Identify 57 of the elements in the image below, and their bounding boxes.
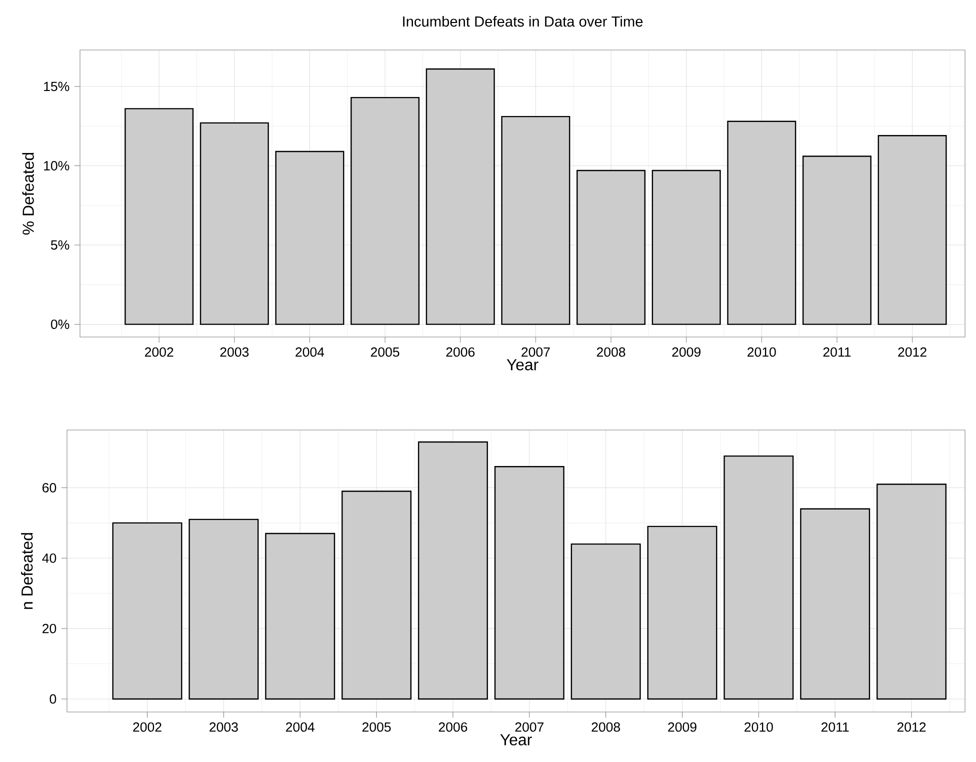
- y-tick-label: 20: [42, 624, 56, 634]
- y-tick-label: 10%: [44, 161, 70, 170]
- bar: [802, 156, 872, 325]
- x-tick-label: 2010: [748, 347, 776, 357]
- y-axis-title: n Defeated: [21, 533, 33, 609]
- y-tick-label: 0: [50, 694, 56, 704]
- x-tick-label: 2009: [668, 722, 696, 732]
- y-tick-label: 5%: [50, 240, 70, 250]
- x-tick-label: 2011: [821, 722, 849, 732]
- bar: [418, 441, 488, 700]
- x-tick-label: 2011: [823, 347, 851, 357]
- bar: [124, 108, 194, 325]
- y-tick-label: 60: [42, 483, 56, 492]
- x-tick-label: 2009: [672, 347, 700, 357]
- x-tick-label: 2010: [744, 722, 773, 732]
- bar: [494, 466, 564, 700]
- bar: [350, 96, 420, 325]
- bar: [501, 116, 570, 325]
- bar: [200, 122, 269, 325]
- x-tick-label: 2006: [438, 722, 468, 732]
- bar: [342, 490, 412, 700]
- x-tick-label: 2003: [220, 347, 249, 357]
- y-tick-label: 0%: [50, 320, 70, 330]
- x-tick-label: 2006: [446, 347, 475, 357]
- bar: [265, 532, 336, 700]
- bar: [724, 455, 794, 700]
- bar: [576, 170, 646, 325]
- bar: [570, 543, 641, 700]
- y-axis-title: % Defeated: [22, 152, 34, 235]
- bar: [647, 526, 718, 700]
- bar: [876, 484, 947, 700]
- y-tick-label: 40: [42, 553, 56, 563]
- x-tick-label: 2008: [592, 722, 620, 732]
- y-tick-label: 15%: [44, 82, 70, 92]
- chart-title: Incumbent Defeats in Data over Time: [403, 16, 643, 27]
- x-tick-label: 2005: [362, 722, 391, 732]
- x-tick-label: 2012: [897, 722, 926, 732]
- bar: [426, 68, 495, 325]
- x-tick-label: 2002: [133, 722, 162, 732]
- x-tick-label: 2012: [898, 347, 926, 357]
- x-tick-label: 2007: [522, 347, 550, 357]
- x-tick-label: 2004: [296, 347, 324, 357]
- x-tick-label: 2002: [144, 347, 174, 357]
- x-tick-label: 2005: [370, 347, 400, 357]
- bar: [800, 508, 870, 700]
- bar: [652, 170, 721, 325]
- x-tick-label: 2007: [515, 722, 544, 732]
- x-axis-title: Year: [506, 359, 538, 370]
- x-tick-label: 2003: [210, 722, 238, 732]
- bar: [188, 518, 259, 700]
- bar: [275, 150, 344, 325]
- x-tick-label: 2008: [596, 347, 626, 357]
- bar: [112, 522, 182, 700]
- x-axis-title: Year: [500, 734, 532, 746]
- bar: [727, 120, 796, 325]
- x-tick-label: 2004: [286, 722, 314, 732]
- bar: [878, 135, 947, 325]
